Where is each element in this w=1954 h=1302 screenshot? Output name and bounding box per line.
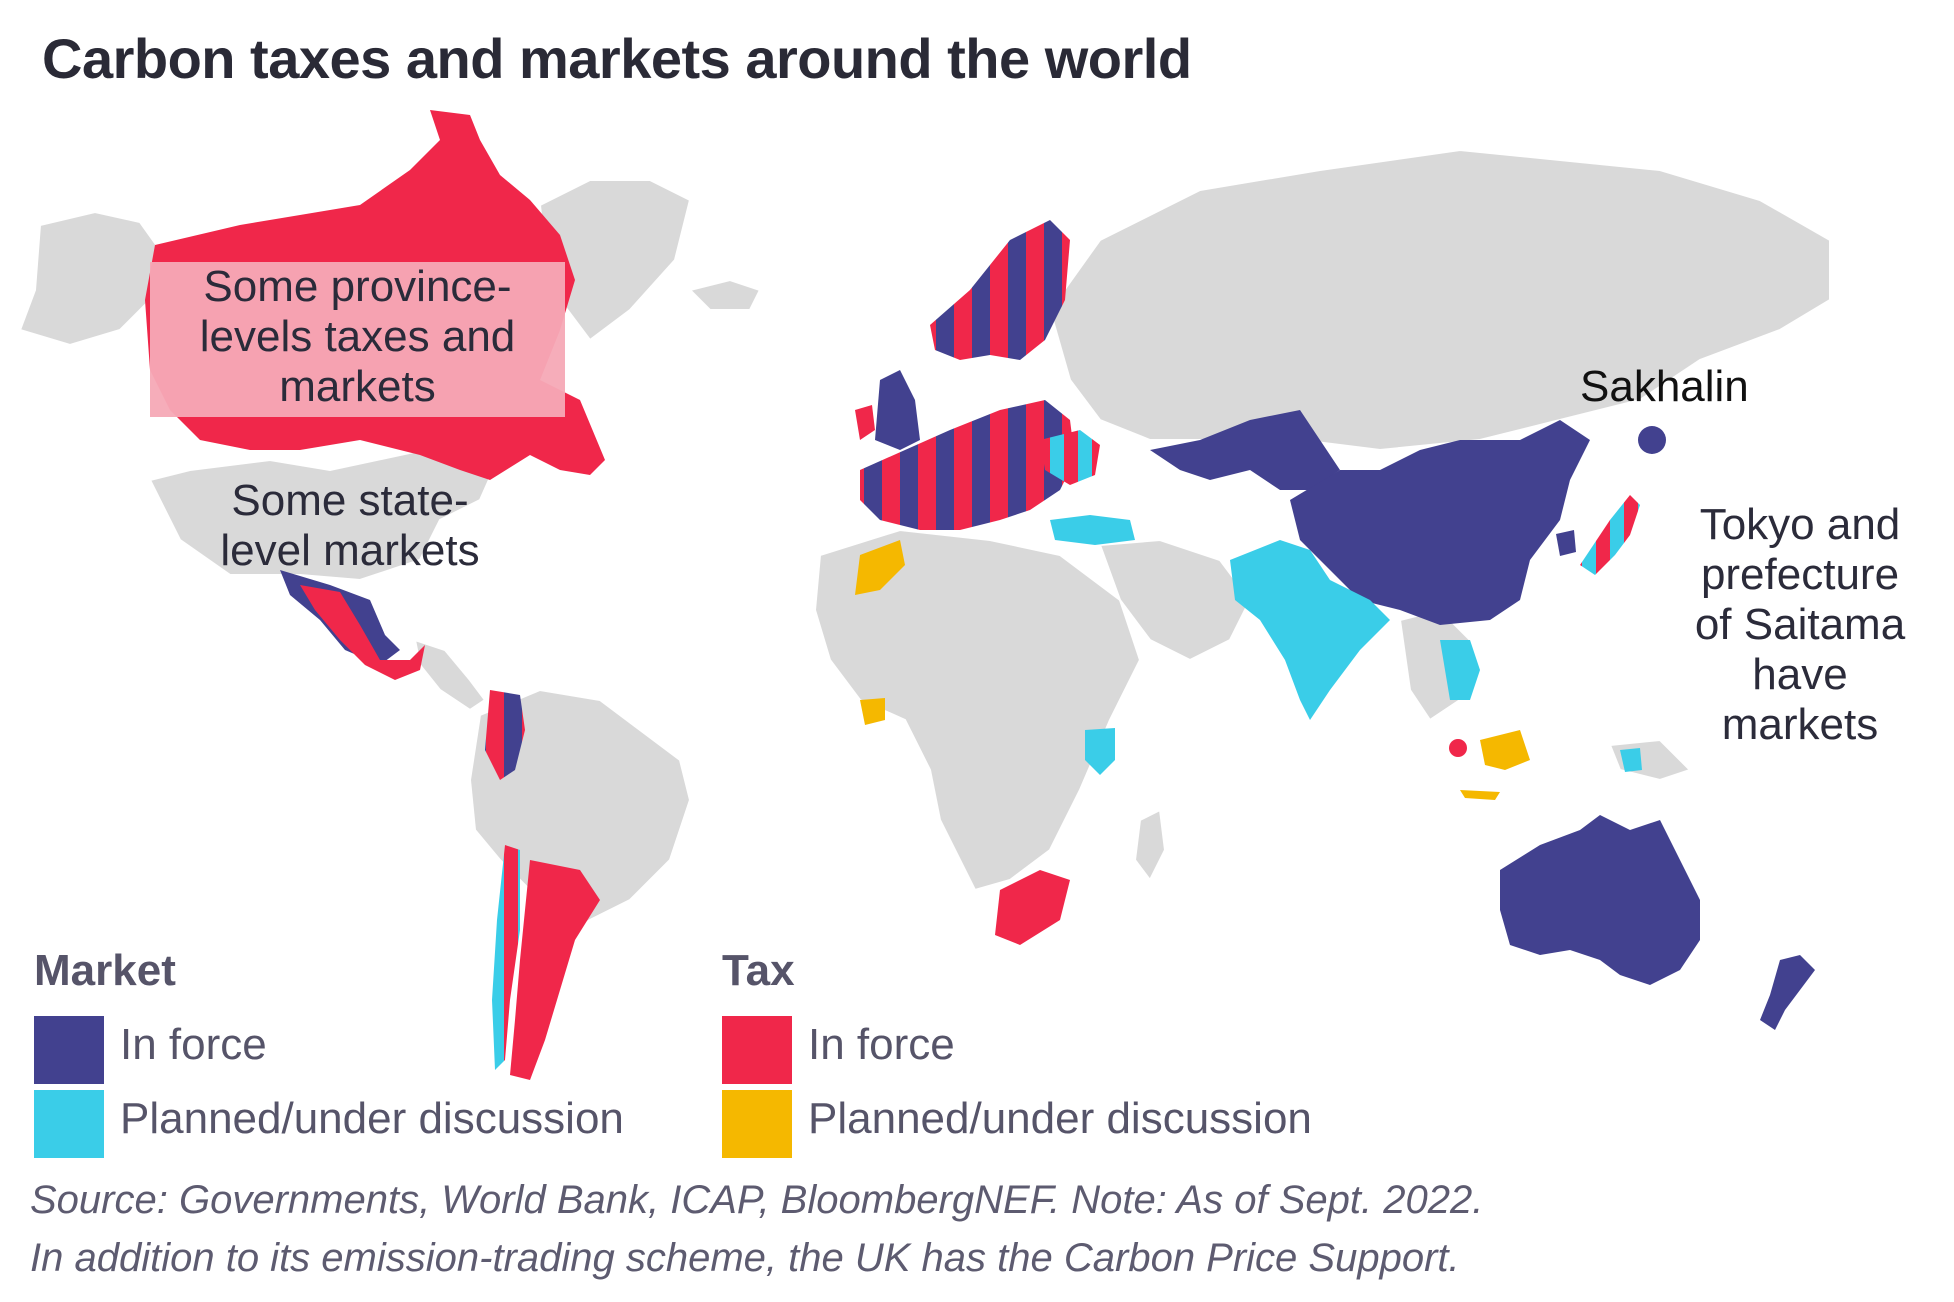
europe-pricing	[855, 220, 1135, 545]
sakhalin-label: Sakhalin	[1580, 362, 1749, 411]
usa-annotation: Some state- level markets	[160, 476, 540, 576]
tokyo-annotation: Tokyo and prefecture of Saitama have mar…	[1665, 500, 1935, 750]
chile-striped	[492, 845, 520, 1070]
japan-striped	[1580, 495, 1640, 575]
tokyo-annotation-line4: have	[1752, 650, 1848, 699]
canada	[145, 110, 605, 480]
legend-tax-in-force-swatch	[722, 1016, 792, 1084]
cote-divoire-planned	[860, 698, 885, 725]
thailand-vietnam-planned	[1440, 640, 1480, 700]
canada-annotation: Some province- levels taxes and markets	[150, 262, 565, 412]
indonesia-java-planned	[1460, 790, 1500, 800]
asia-pricing	[1150, 410, 1642, 800]
africa-pricing	[855, 540, 1115, 945]
canada-annotation-line2: levels taxes and	[199, 312, 516, 361]
russia-region	[1048, 148, 1831, 452]
oceania-pricing	[1500, 815, 1815, 1030]
sakhalin-marker	[1638, 426, 1666, 454]
source-note-line1: Source: Governments, World Bank, ICAP, B…	[30, 1178, 1484, 1222]
ireland-iceland-region	[688, 278, 762, 311]
india-planned	[1230, 540, 1390, 720]
legend-market-in-force-swatch	[34, 1016, 104, 1084]
morocco-planned	[855, 540, 905, 595]
papua-planned	[1620, 748, 1642, 772]
kazakhstan-market	[1150, 410, 1340, 490]
usa-region	[148, 438, 502, 582]
indonesia-mixed	[1480, 730, 1530, 770]
china-market	[1290, 420, 1590, 625]
colombia-striped	[485, 690, 525, 780]
legend-market-in-force-label: In force	[120, 1020, 267, 1069]
canada-province-overlay	[150, 262, 565, 417]
map-title: Carbon taxes and markets around the worl…	[42, 27, 1192, 90]
eastern-europe-planned	[1040, 430, 1100, 485]
legend-market-planned-label: Planned/under discussion	[120, 1094, 624, 1143]
uk-market	[875, 370, 920, 450]
mexico-tax	[300, 585, 425, 680]
source-note-line2: In addition to its emission-trading sche…	[30, 1236, 1460, 1280]
legend-tax-planned-label: Planned/under discussion	[808, 1094, 1312, 1143]
australia-market	[1500, 815, 1700, 985]
new-zealand-market	[1760, 955, 1815, 1030]
tokyo-annotation-line1: Tokyo and	[1699, 500, 1901, 549]
scandinavia-striped	[930, 220, 1070, 360]
western-europe-striped	[860, 400, 1075, 530]
legend-tax-heading: Tax	[722, 946, 795, 995]
south-america-region	[468, 688, 692, 942]
turkey-planned	[1050, 515, 1135, 545]
south-africa-tax	[995, 870, 1070, 945]
countries-no-pricing	[18, 148, 1831, 942]
legend-market-heading: Market	[34, 946, 176, 995]
kenya-planned	[1085, 728, 1115, 775]
tokyo-annotation-line5: markets	[1721, 700, 1879, 749]
madagascar-region	[1133, 808, 1167, 882]
ireland-tax	[855, 405, 875, 440]
legend-market-planned-swatch	[34, 1090, 104, 1158]
legend-tax-planned-swatch	[722, 1090, 792, 1158]
south-america-pricing	[485, 690, 600, 1080]
canada-annotation-line1: Some province-	[203, 262, 512, 311]
alaska-region	[18, 210, 162, 347]
tokyo-annotation-line2: prefecture	[1700, 550, 1900, 599]
middle-east-region	[1098, 538, 1252, 662]
usa-annotation-line1: Some state-	[231, 476, 469, 525]
legend-tax-in-force-label: In force	[808, 1020, 955, 1069]
singapore-marker	[1449, 739, 1467, 757]
canada-annotation-line3: markets	[279, 362, 436, 411]
central-america-region	[413, 638, 487, 712]
tokyo-annotation-line3: of Saitama	[1694, 600, 1906, 649]
argentina-tax	[510, 860, 600, 1080]
south-korea-market	[1556, 530, 1576, 556]
usa-annotation-line2: level markets	[220, 526, 480, 575]
